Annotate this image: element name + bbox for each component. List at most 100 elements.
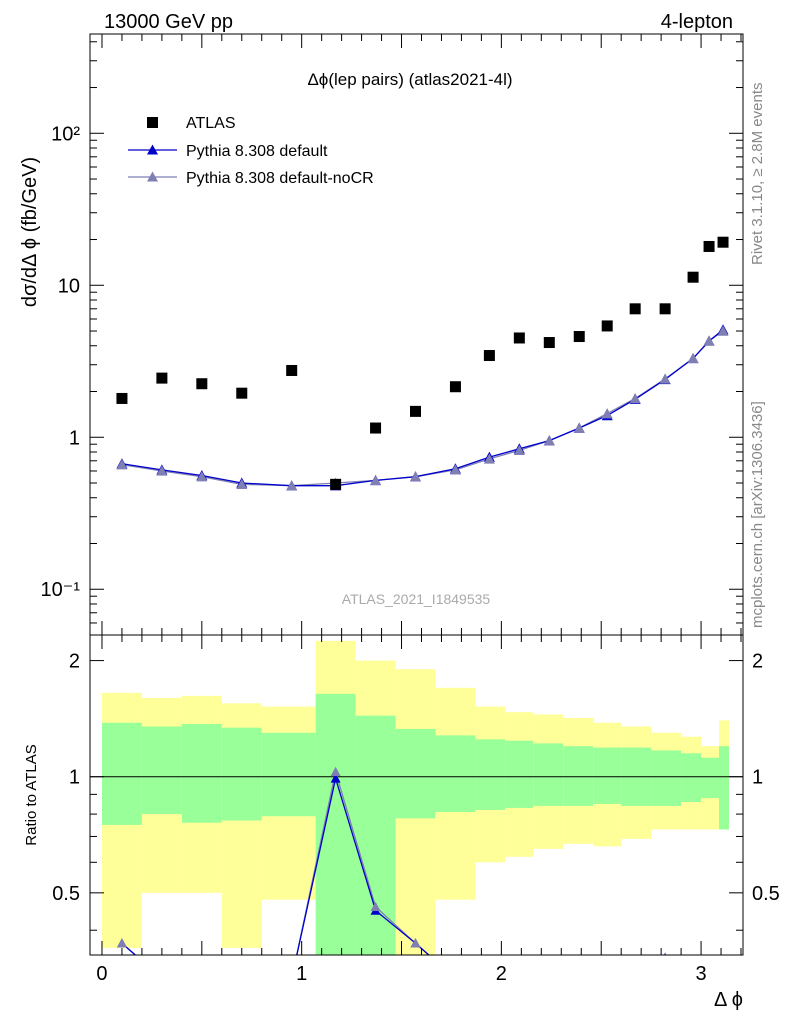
atlas-data-point (659, 303, 671, 315)
legend-label-atlas: ATLAS (186, 115, 236, 132)
ratio-nocr-point (410, 938, 421, 948)
mcplots-label: mcplots.cern.ch [arXiv:1306.3436] (749, 401, 766, 628)
atlas-data-point (286, 364, 298, 376)
ratio-y-tick-label-right: 1 (752, 767, 763, 789)
ratio-default-point (514, 973, 524, 982)
atlas-data-point (543, 337, 555, 349)
ratio-default-point (718, 973, 728, 982)
nocr-point (717, 325, 729, 336)
nocr-point (573, 422, 585, 433)
ratio-frame (89, 634, 744, 956)
nocr-point (370, 474, 382, 486)
ratio-nocr-point (602, 973, 612, 982)
ratio-default-point (544, 973, 554, 982)
x-tick-label: 0 (96, 963, 107, 985)
legend: ATLAS Pythia 8.308 default Pythia 8.308 … (128, 115, 374, 187)
rivet-label: Rivet 3.1.10, ≥ 2.8M events (749, 83, 766, 266)
nocr-point (286, 480, 298, 491)
ratio-nocr-point (237, 973, 247, 982)
main-y-axis-title: dσ/dΔ ϕ (fb/GeV) (19, 157, 41, 307)
nocr-point (196, 471, 208, 482)
series-line-nocr (121, 330, 724, 487)
nocr-point (601, 408, 613, 419)
ratio-panel: 0 1 2 3 0.5 0.5 1 1 2 2 (52, 634, 780, 985)
nocr-point (659, 373, 671, 384)
ratio-default-point (602, 973, 612, 982)
atlas-data-point (116, 392, 128, 404)
legend-marker-default (147, 144, 158, 155)
inner-uncertainty-band (505, 740, 534, 808)
inner-uncertainty-band (651, 750, 682, 806)
ratio-y-tick-label: 0.5 (52, 883, 80, 905)
main-y-tick-label: 10⁻¹ (41, 579, 81, 601)
ratio-nocr-point (630, 973, 640, 982)
atlas-data-point (370, 422, 382, 434)
main-y-tick-label: 1 (69, 427, 80, 449)
inner-uncertainty-band (355, 715, 396, 955)
atlas-data-point (687, 271, 699, 283)
atlas-data-point (196, 378, 208, 390)
header-left: 13000 GeV pp (104, 11, 233, 33)
ratio-nocr-point (197, 973, 207, 982)
ratio-axis-ticks: 0 1 2 3 0.5 0.5 1 1 2 2 (52, 635, 780, 985)
nocr-point (156, 465, 168, 476)
inner-uncertainty-band (533, 743, 564, 806)
atlas-data-point (573, 331, 585, 343)
ratio-series (116, 766, 728, 982)
ratio-default-point (237, 973, 247, 982)
inner-uncertainty-band (395, 728, 436, 819)
atlas-data-point (483, 350, 495, 362)
ratio-bands (101, 640, 730, 955)
inner-uncertainty-band (475, 739, 506, 810)
atlas-data-point (513, 332, 525, 344)
atlas-data-point (330, 478, 342, 490)
ratio-y-tick-label-right: 2 (752, 651, 763, 673)
inner-uncertainty-band (701, 757, 720, 799)
main-y-tick-label: 10² (51, 123, 80, 145)
nocr-point (513, 444, 525, 456)
ratio-default-point (630, 973, 640, 982)
inner-uncertainty-band (181, 723, 222, 823)
ratio-nocr-point (484, 973, 494, 982)
nocr-point (703, 335, 715, 346)
inner-uncertainty-band (435, 735, 476, 813)
atlas-data-point (410, 405, 422, 417)
ratio-nocr-point (514, 973, 524, 982)
ratio-nocr-point (116, 938, 127, 948)
x-tick-label: 2 (496, 963, 507, 985)
ratio-default-point (574, 973, 584, 982)
nocr-point (543, 435, 555, 446)
ratio-nocr-point (718, 973, 728, 982)
inner-uncertainty-band (563, 746, 594, 806)
inner-uncertainty-band (141, 726, 182, 815)
ratio-y-tick-label: 1 (69, 767, 80, 789)
ratio-nocr-point (663, 952, 667, 955)
ratio-default-point (484, 973, 494, 982)
x-axis-title: Δ ϕ (714, 989, 743, 1011)
main-axis-ticks: 10⁻¹ 1 10 10² (41, 34, 743, 636)
series-line-default (121, 329, 724, 487)
ratio-y-axis-title: Ratio to ATLAS (23, 744, 40, 845)
atlas-data-point (717, 236, 729, 248)
ratio-nocr-point (370, 901, 381, 912)
ratio-nocr-point (450, 973, 460, 982)
legend-label-nocr: Pythia 8.308 default-noCR (186, 170, 374, 187)
x-tick-label: 3 (696, 963, 707, 985)
ratio-default-point (157, 973, 167, 982)
nocr-point (116, 459, 128, 470)
nocr-point (629, 392, 641, 404)
main-y-tick-label: 10 (58, 275, 80, 297)
inner-uncertainty-band (101, 722, 142, 825)
atlas-data-point (449, 381, 461, 393)
ratio-y-tick-label-right: 0.5 (752, 883, 780, 905)
inner-uncertainty-band (593, 747, 622, 804)
legend-label-default: Pythia 8.308 default (186, 143, 328, 160)
header-right: 4-lepton (661, 11, 733, 33)
inner-uncertainty-band (261, 732, 316, 817)
atlas-data-point (629, 303, 641, 315)
inner-uncertainty-band (681, 753, 702, 802)
watermark: ATLAS_2021_I1849535 (342, 591, 491, 607)
nocr-point (449, 464, 461, 475)
